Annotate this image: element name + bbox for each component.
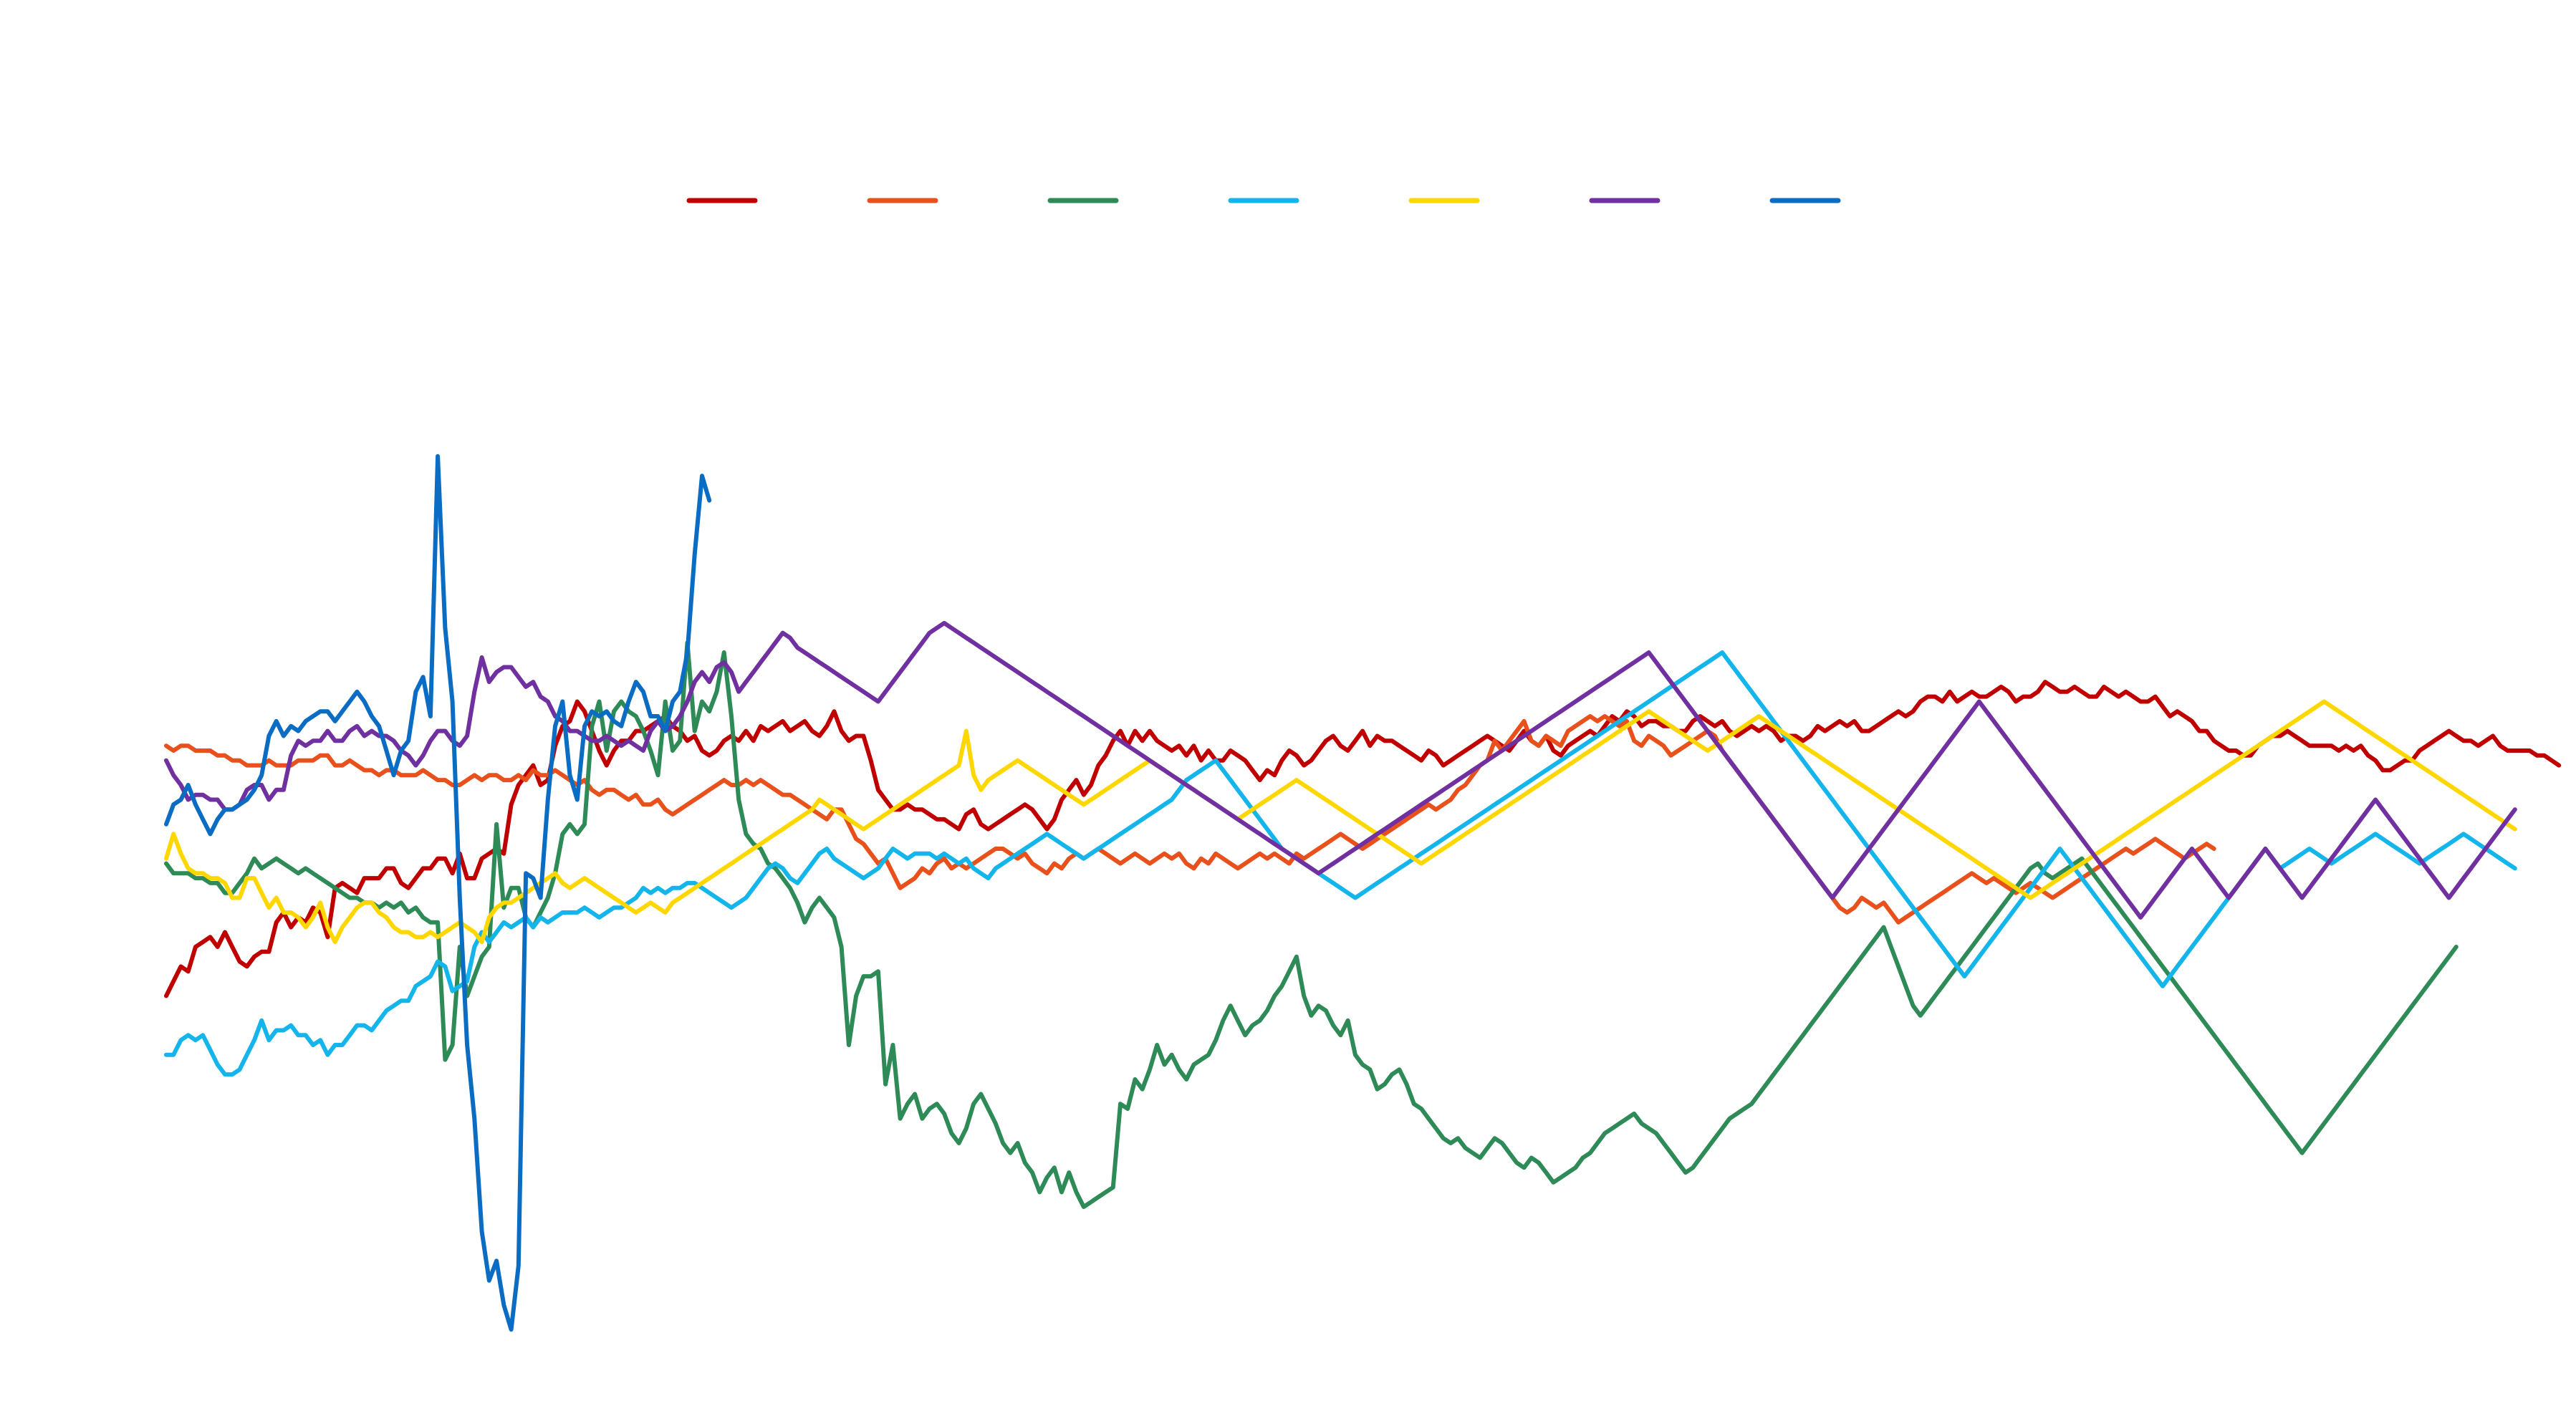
series-line-2 xyxy=(164,714,2216,925)
series-line-7 xyxy=(164,454,712,1332)
series-line-6 xyxy=(164,620,2517,920)
series-line-3 xyxy=(164,640,2459,1209)
series-line-4 xyxy=(164,650,2517,1077)
plot-area xyxy=(164,454,2562,1332)
series-line-5 xyxy=(164,699,2517,945)
